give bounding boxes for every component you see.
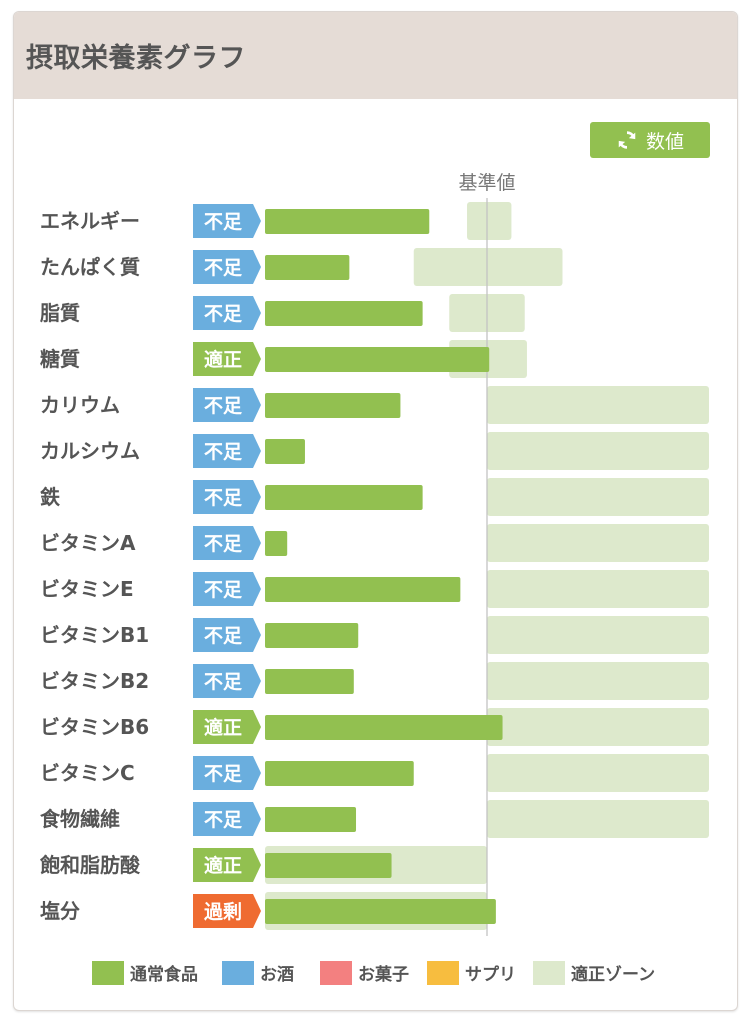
nutrient-label: エネルギー bbox=[40, 209, 140, 233]
card-header: 摂取栄養素グラフ bbox=[14, 12, 737, 99]
nutrient-label: 鉄 bbox=[40, 485, 60, 509]
status-badge-label: 不足 bbox=[204, 763, 243, 785]
status-badge bbox=[193, 894, 261, 928]
intake-bar bbox=[265, 669, 354, 694]
intake-bar bbox=[265, 209, 430, 234]
intake-bar bbox=[265, 439, 305, 464]
status-badge bbox=[193, 802, 261, 836]
toggle-values-button[interactable]: 数値 bbox=[590, 122, 710, 158]
intake-bar bbox=[265, 807, 357, 832]
optimal-zone bbox=[487, 524, 709, 562]
legend-label: お酒 bbox=[260, 964, 294, 985]
nutrient-label: ビタミンB6 bbox=[40, 715, 149, 739]
status-badge-label: 適正 bbox=[204, 348, 242, 371]
intake-bar bbox=[265, 761, 414, 786]
status-badge bbox=[193, 250, 261, 284]
optimal-zone bbox=[487, 616, 709, 654]
legend-swatch bbox=[533, 961, 565, 985]
optimal-zone bbox=[487, 708, 709, 746]
status-badge bbox=[193, 204, 261, 238]
nutrient-label: 塩分 bbox=[40, 899, 80, 923]
status-badge-label: 過剰 bbox=[204, 900, 242, 923]
status-badge-label: 適正 bbox=[204, 716, 242, 739]
legend-label: 適正ゾーン bbox=[571, 964, 655, 985]
status-badge-label: 不足 bbox=[204, 395, 243, 417]
status-badge bbox=[193, 342, 261, 376]
intake-bar bbox=[265, 485, 423, 510]
status-badge bbox=[193, 848, 261, 882]
legend-swatch bbox=[427, 961, 459, 985]
status-badge-label: 不足 bbox=[204, 211, 243, 233]
status-badge-label: 不足 bbox=[204, 579, 243, 601]
nutrient-label: ビタミンE bbox=[40, 577, 134, 601]
status-badge-label: 不足 bbox=[204, 257, 243, 279]
nutrient-label: カルシウム bbox=[40, 439, 140, 463]
legend-swatch bbox=[222, 961, 254, 985]
nutrient-label: ビタミンB1 bbox=[40, 623, 149, 647]
reference-label: 基準値 bbox=[458, 172, 515, 194]
page-title: 摂取栄養素グラフ bbox=[26, 43, 246, 74]
nutrient-label: 食物繊維 bbox=[40, 807, 120, 831]
legend-label: 通常食品 bbox=[130, 964, 198, 985]
status-badge-label: 不足 bbox=[204, 487, 243, 509]
nutrient-label: 糖質 bbox=[40, 347, 80, 371]
status-badge bbox=[193, 526, 261, 560]
status-badge-label: 不足 bbox=[204, 809, 243, 831]
status-badge-label: 不足 bbox=[204, 533, 243, 555]
nutrient-label: 脂質 bbox=[40, 301, 80, 325]
intake-bar bbox=[265, 899, 496, 924]
status-badge-label: 適正 bbox=[204, 854, 242, 877]
optimal-zone bbox=[487, 478, 709, 516]
status-badge bbox=[193, 480, 261, 514]
intake-bar bbox=[265, 623, 359, 648]
legend-swatch bbox=[92, 961, 124, 985]
toggle-values-label: 数値 bbox=[645, 130, 684, 153]
intake-bar bbox=[265, 853, 392, 878]
optimal-zone bbox=[413, 248, 563, 286]
status-badge bbox=[193, 296, 261, 330]
status-badge-label: 不足 bbox=[204, 671, 243, 693]
optimal-zone bbox=[487, 800, 709, 838]
intake-bar bbox=[265, 347, 490, 372]
legend-label: お菓子 bbox=[358, 965, 409, 985]
status-badge bbox=[193, 434, 261, 468]
optimal-zone bbox=[487, 386, 709, 424]
intake-bar bbox=[265, 255, 350, 280]
status-badge-label: 不足 bbox=[204, 441, 243, 463]
refresh-icon bbox=[618, 131, 636, 149]
nutrient-label: 飽和脂肪酸 bbox=[40, 853, 141, 877]
nutrient-label: ビタミンB2 bbox=[40, 669, 149, 693]
intake-bar bbox=[265, 715, 503, 740]
intake-bar bbox=[265, 531, 288, 556]
legend-label: サプリ bbox=[465, 964, 516, 985]
status-badge bbox=[193, 710, 261, 744]
legend-swatch bbox=[320, 961, 352, 985]
status-badge bbox=[193, 572, 261, 606]
optimal-zone bbox=[467, 202, 512, 240]
optimal-zone bbox=[487, 432, 709, 470]
status-badge-label: 不足 bbox=[204, 303, 243, 325]
status-badge bbox=[193, 388, 261, 422]
status-badge bbox=[193, 664, 261, 698]
status-badge-label: 不足 bbox=[204, 625, 243, 647]
optimal-zone bbox=[487, 662, 709, 700]
status-badge bbox=[193, 618, 261, 652]
intake-bar bbox=[265, 301, 423, 326]
nutrient-label: ビタミンC bbox=[40, 761, 135, 785]
intake-bar bbox=[265, 577, 461, 602]
nutrient-label: カリウム bbox=[40, 393, 120, 417]
nutrient-label: ビタミンA bbox=[40, 531, 136, 555]
optimal-zone bbox=[487, 754, 709, 792]
nutrient-label: たんぱく質 bbox=[40, 255, 140, 279]
intake-bar bbox=[265, 393, 401, 418]
optimal-zone bbox=[487, 570, 709, 608]
status-badge bbox=[193, 756, 261, 790]
